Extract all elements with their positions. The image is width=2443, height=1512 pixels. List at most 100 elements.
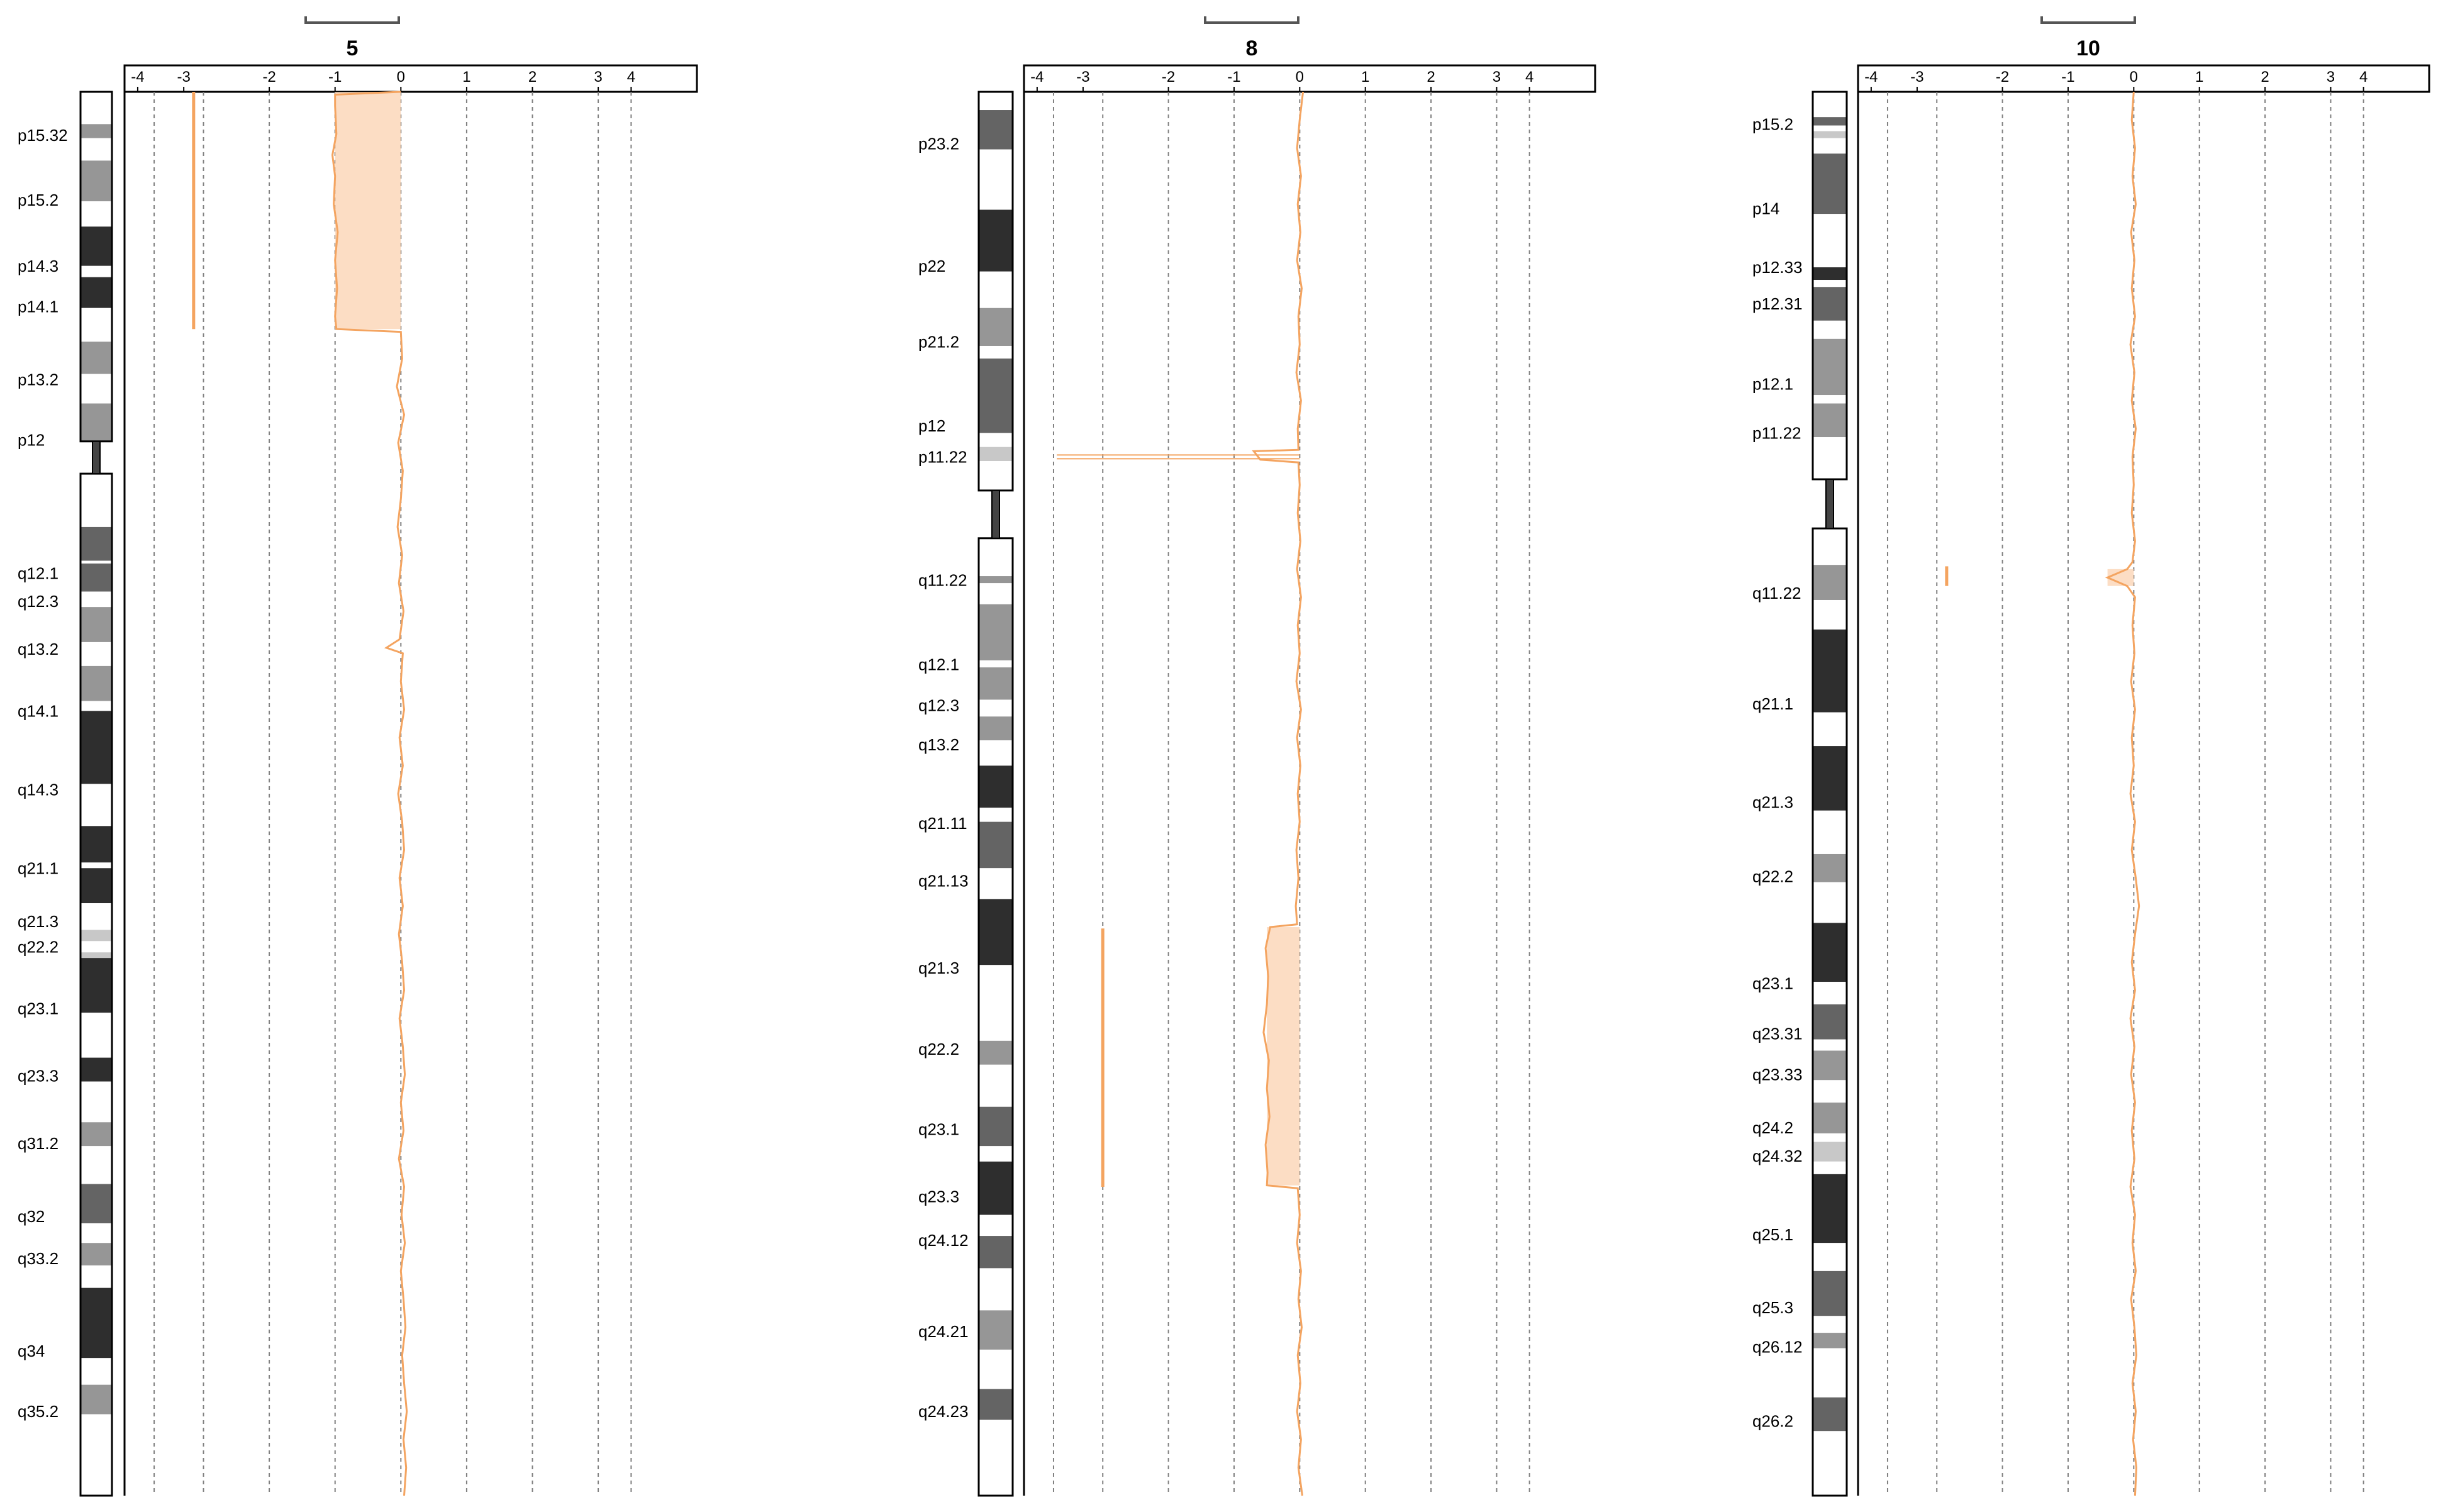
ideogram-band-gneg bbox=[979, 1268, 1013, 1311]
ideogram-band-gneg bbox=[1813, 1431, 1847, 1496]
ideogram-band-gneg bbox=[81, 560, 112, 564]
ideogram-band-gpos100 bbox=[979, 765, 1013, 808]
band-label: q11.22 bbox=[918, 571, 967, 590]
ideogram-band-gneg bbox=[1813, 1161, 1847, 1174]
band-label: q21.11 bbox=[918, 814, 967, 833]
ideogram-centromere bbox=[991, 489, 1000, 539]
band-label: q35.2 bbox=[18, 1402, 58, 1421]
band-label: q25.3 bbox=[1752, 1298, 1793, 1317]
tick-label: 3 bbox=[594, 69, 602, 86]
band-label: q21.3 bbox=[918, 959, 959, 977]
cnv-segment-fill bbox=[335, 92, 401, 330]
ideogram-band-gneg bbox=[81, 308, 112, 342]
panel-title: 10 bbox=[2076, 36, 2100, 60]
ideogram-band-gpos100 bbox=[1813, 1174, 1847, 1243]
ideogram-band-gneg bbox=[979, 1146, 1013, 1162]
band-label: q21.1 bbox=[1752, 694, 1793, 713]
tick-label: -1 bbox=[328, 69, 342, 86]
ideogram-band-gneg bbox=[81, 1358, 112, 1385]
ideogram-band-gpos25 bbox=[979, 447, 1013, 462]
ideogram-band-gpos100 bbox=[1813, 629, 1847, 713]
ideogram-band-gneg bbox=[81, 1414, 112, 1496]
ideogram-band-gpos100 bbox=[81, 826, 112, 863]
tick-label: 2 bbox=[2261, 69, 2269, 86]
ideogram-band-gpos100 bbox=[81, 868, 112, 904]
tick-label: -1 bbox=[2061, 69, 2074, 86]
band-label: q23.1 bbox=[1752, 974, 1793, 992]
collapse-caret bbox=[1204, 16, 1299, 24]
ideogram-band-gneg bbox=[81, 1146, 112, 1184]
ideogram-band-gpos100 bbox=[1813, 746, 1847, 811]
ideogram-band-gneg bbox=[1813, 1243, 1847, 1271]
band-label: q23.33 bbox=[1752, 1065, 1803, 1084]
ideogram-band-gneg bbox=[1813, 437, 1847, 480]
ideogram-band-gpos50 bbox=[1813, 1333, 1847, 1348]
ideogram-band-gneg bbox=[81, 701, 112, 711]
ideogram-band-gneg bbox=[1813, 528, 1847, 565]
ideogram-band-gneg bbox=[1813, 125, 1847, 131]
ideogram-centromere bbox=[92, 440, 101, 475]
ideogram-band-gpos25 bbox=[81, 952, 112, 959]
ideogram-band-gneg bbox=[81, 941, 112, 953]
ideogram-band-gneg bbox=[81, 1013, 112, 1058]
chromosome-panel-5: 5 -4 -3 -2 -1 0 1 2 3 4 p15.32 p15.2 p14.3 p14.1 p13.2… bbox=[18, 16, 698, 1497]
ideogram-band-gpos100 bbox=[81, 958, 112, 1013]
log-ratio-profile bbox=[1252, 91, 1305, 1496]
ideogram-band-gpos50 bbox=[979, 308, 1013, 346]
ideogram-band-gneg bbox=[1813, 1080, 1847, 1103]
band-label: q24.21 bbox=[918, 1322, 969, 1341]
ideogram-band-gneg bbox=[979, 1420, 1013, 1496]
panel-title: 5 bbox=[347, 36, 359, 60]
band-label: q33.2 bbox=[18, 1249, 58, 1268]
ideogram-band-gpos50 bbox=[1813, 403, 1847, 438]
ideogram-band-gpos50 bbox=[81, 1384, 112, 1415]
band-label: p13.2 bbox=[18, 370, 58, 389]
band-label: p14 bbox=[1752, 199, 1779, 218]
band-label: q14.1 bbox=[18, 701, 58, 720]
ideogram-band-gneg bbox=[1813, 712, 1847, 747]
log-ratio-profile bbox=[2105, 91, 2140, 1496]
ideogram-band-gneg bbox=[81, 92, 112, 125]
band-label: q23.3 bbox=[918, 1187, 959, 1206]
band-label: q32 bbox=[18, 1207, 45, 1226]
ideogram-band-gneg bbox=[1813, 882, 1847, 923]
ideogram-band-gpos100 bbox=[979, 1161, 1013, 1215]
ideogram-band-gpos75 bbox=[81, 1184, 112, 1223]
band-label: p12.1 bbox=[1752, 374, 1793, 393]
tick-label: 3 bbox=[1493, 69, 1501, 86]
ideogram-band-gneg bbox=[979, 583, 1013, 604]
band-label: p12 bbox=[18, 431, 45, 450]
ideogram-band-gpos50 bbox=[1813, 853, 1847, 882]
band-label: q13.2 bbox=[918, 735, 959, 754]
tick-label: 4 bbox=[2359, 69, 2368, 86]
tick-label: 2 bbox=[1427, 69, 1435, 86]
ideogram-band-gpos25 bbox=[1813, 131, 1847, 138]
ideogram-band-gpos50 bbox=[979, 667, 1013, 700]
ideogram-band-gpos75 bbox=[1813, 153, 1847, 214]
ideogram-band-gneg bbox=[979, 1215, 1013, 1237]
ideogram-band-gneg bbox=[979, 868, 1013, 899]
ideogram-band-gneg bbox=[81, 374, 112, 404]
ideogram-band-gpos75 bbox=[979, 110, 1013, 150]
band-label: q12.3 bbox=[18, 592, 58, 611]
ideogram-band-gpos100 bbox=[81, 1287, 112, 1359]
tick-label: 4 bbox=[627, 69, 635, 86]
ideogram-band-gpos100 bbox=[81, 277, 112, 308]
band-label: p12 bbox=[918, 416, 945, 435]
band-label: q11.22 bbox=[1752, 584, 1801, 603]
ideogram-band-gneg bbox=[81, 138, 112, 161]
ideogram-band-gneg bbox=[81, 201, 112, 227]
band-label: p23.2 bbox=[918, 135, 959, 153]
ideogram-band-gpos75 bbox=[1813, 1270, 1847, 1316]
band-label: q12.3 bbox=[918, 696, 959, 714]
band-label: p15.32 bbox=[18, 126, 68, 145]
ideogram-band-gpos50 bbox=[979, 604, 1013, 660]
ideogram-band-gpos50 bbox=[81, 665, 112, 701]
ideogram-band-gpos50 bbox=[979, 716, 1013, 741]
ideogram-band-gpos50 bbox=[81, 1122, 112, 1147]
ideogram-band-gneg bbox=[81, 903, 112, 930]
band-label: p14.1 bbox=[18, 297, 58, 316]
ideogram-band-gneg bbox=[1813, 1133, 1847, 1142]
